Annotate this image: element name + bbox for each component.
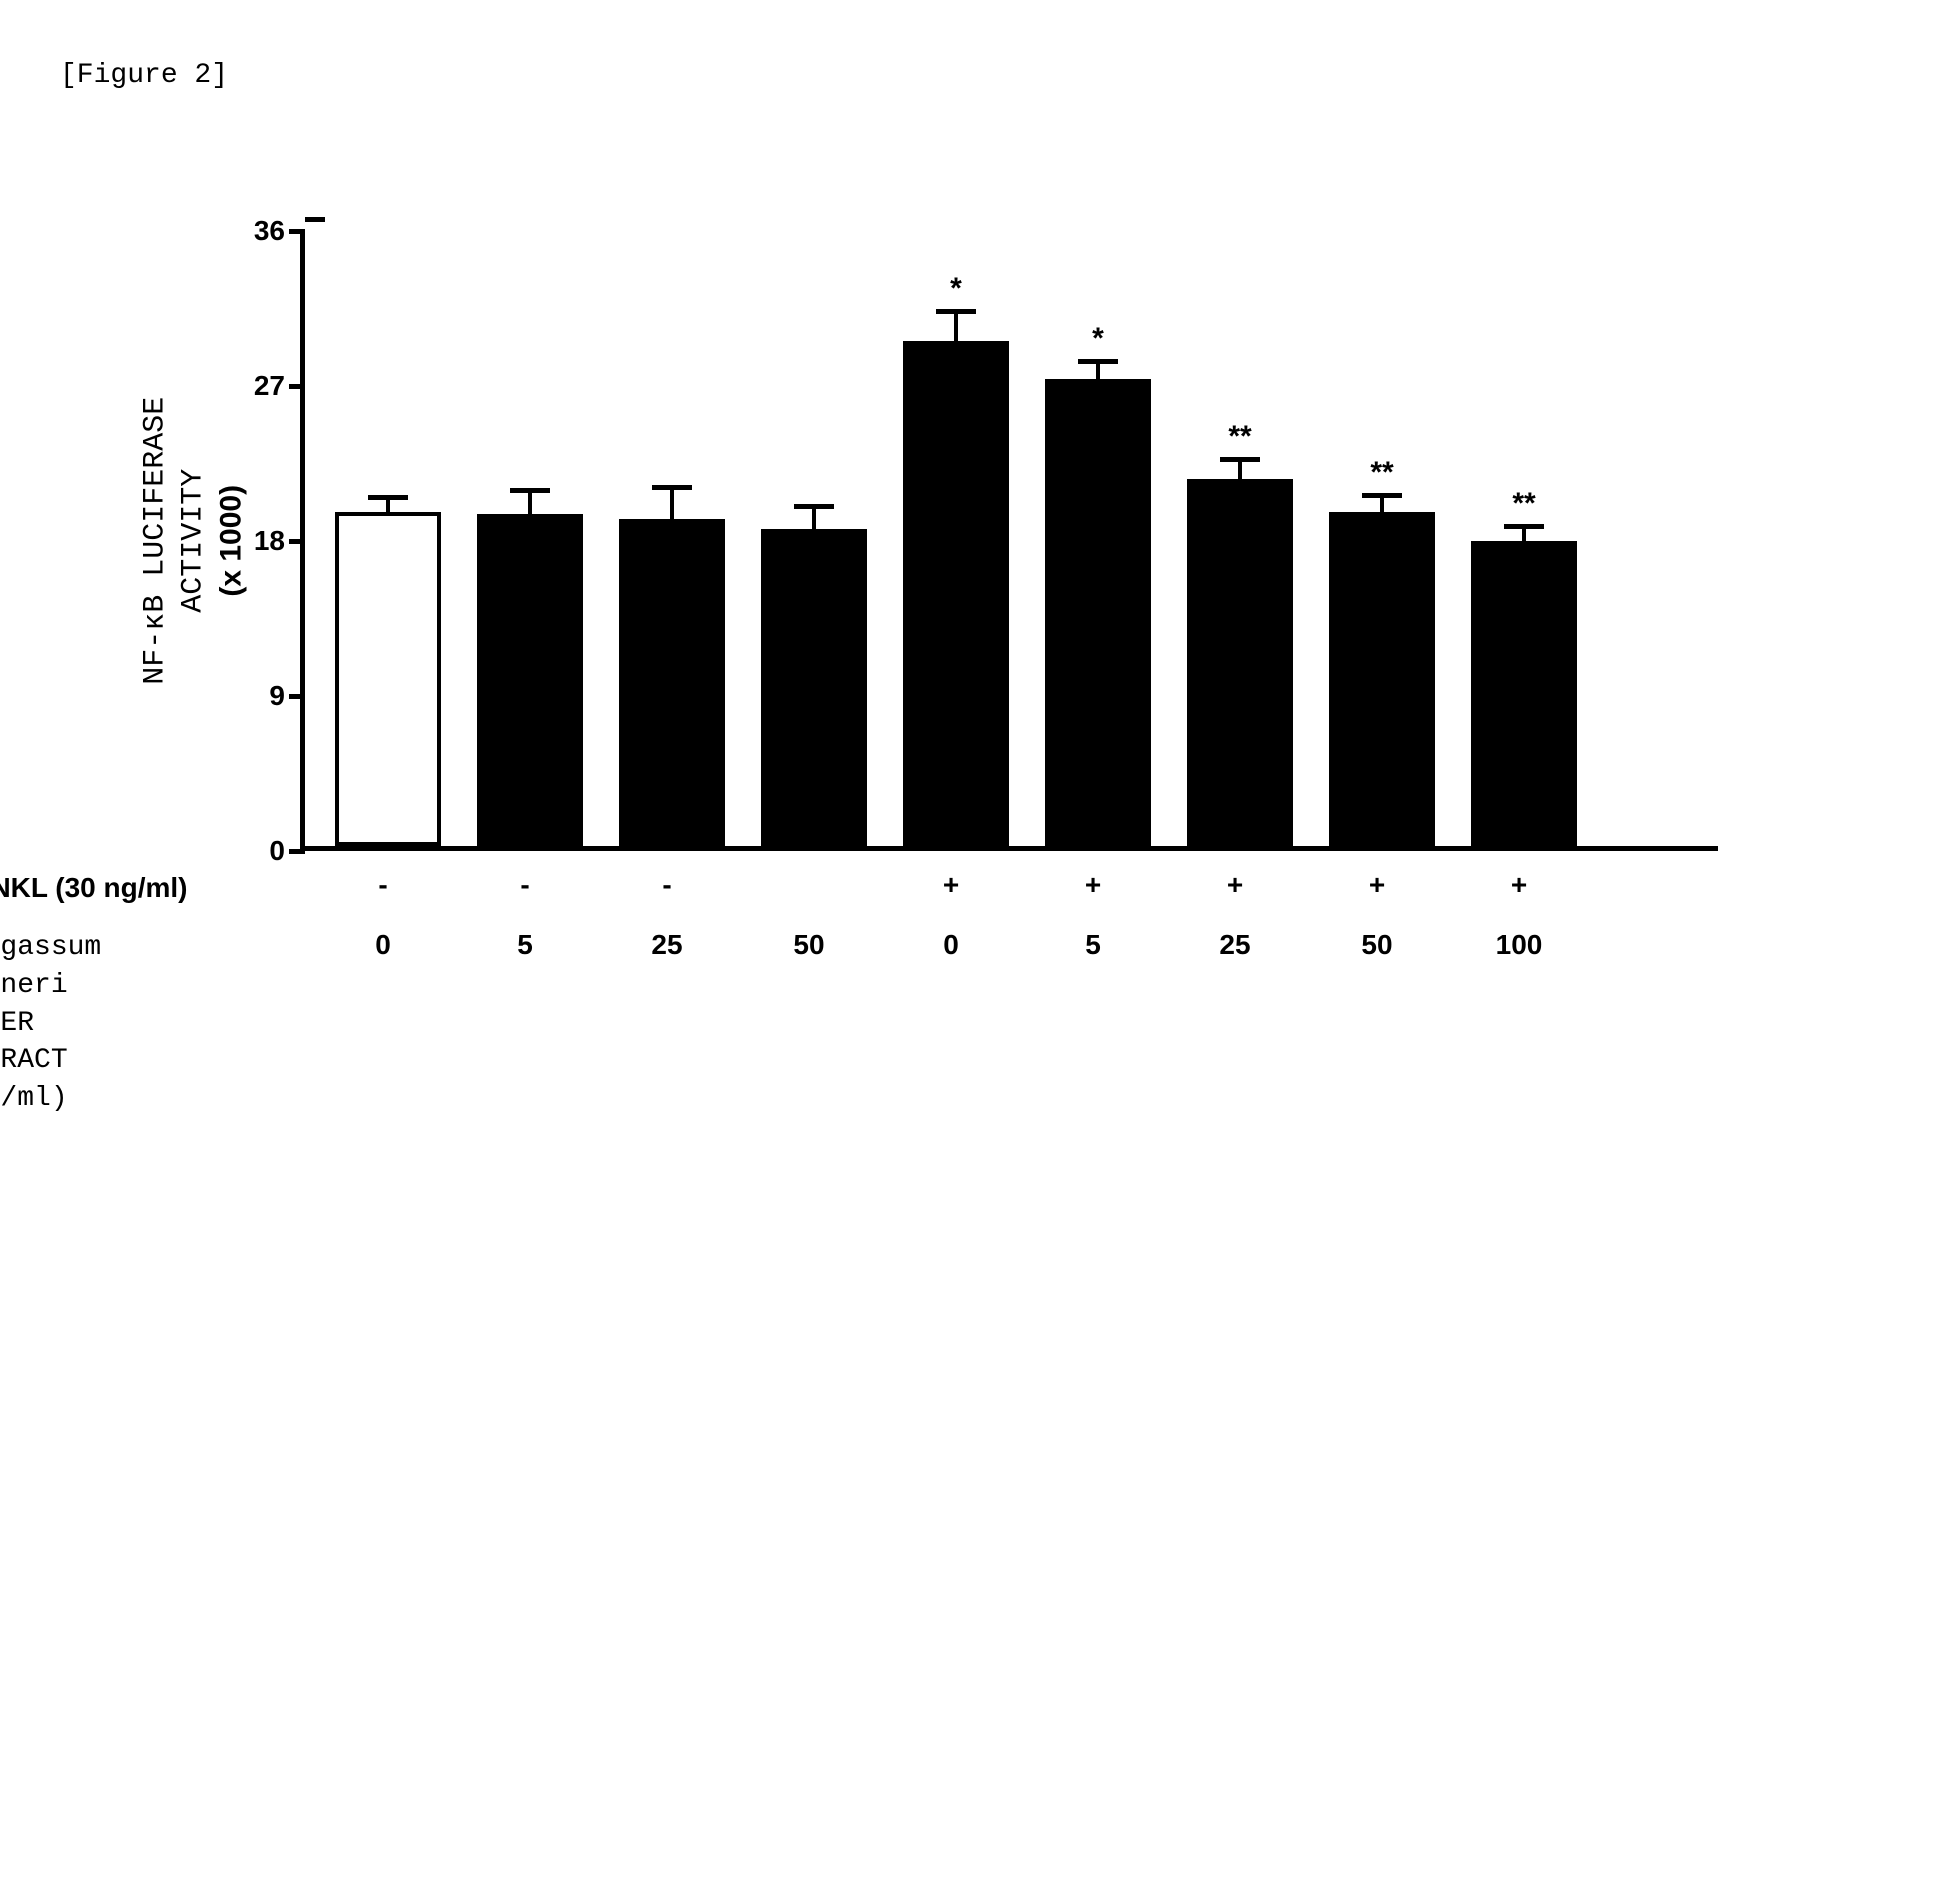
- bar-slot: [761, 231, 867, 846]
- bar: [1329, 512, 1435, 846]
- bar-slot: *: [1045, 231, 1151, 846]
- extract-title-line: WATER: [0, 1008, 34, 1039]
- x-cell: 50: [756, 929, 862, 961]
- bar-slot: **: [1471, 231, 1577, 846]
- significance-marker: **: [1370, 456, 1393, 490]
- bar: [335, 512, 441, 846]
- error-cap: [794, 504, 834, 509]
- extract-row-title: Sargassum horneri WATER EXTRACT (μg/ml): [0, 929, 101, 1118]
- error-bar: [954, 312, 958, 341]
- bars-container: ********: [305, 231, 1700, 846]
- bar-slot: **: [1187, 231, 1293, 846]
- significance-marker: *: [1092, 322, 1104, 356]
- extract-title-line: horneri: [0, 970, 68, 1001]
- error-cap: [368, 495, 408, 500]
- x-cell: 0: [330, 929, 436, 961]
- extract-row: Sargassum horneri WATER EXTRACT (μg/ml) …: [330, 929, 1700, 961]
- bar: [619, 519, 725, 846]
- y-tick: [289, 539, 305, 544]
- bar: [903, 341, 1009, 846]
- x-cell: +: [1466, 869, 1572, 901]
- x-axis-labels: RANKL (30 ng/ml) ---+++++ Sargassum horn…: [330, 869, 1700, 961]
- bar: [1187, 479, 1293, 846]
- error-bar: [812, 507, 816, 529]
- y-tick: [289, 849, 305, 854]
- x-cell: +: [898, 869, 1004, 901]
- bar-slot: [477, 231, 583, 846]
- bar-slot: [619, 231, 725, 846]
- error-cap: [1220, 457, 1260, 462]
- chart: NF-κB LUCIFERASE ACTIVITY (x 1000) *****…: [300, 231, 1700, 961]
- extract-title-line: Sargassum: [0, 932, 101, 963]
- bar: [477, 514, 583, 846]
- x-cell: 25: [1182, 929, 1288, 961]
- axis-cap-top: [305, 217, 325, 222]
- plot-area: ******** 09182736: [300, 231, 1700, 851]
- error-cap: [1362, 493, 1402, 498]
- error-bar: [1380, 496, 1384, 512]
- bar: [761, 529, 867, 846]
- error-bar: [670, 488, 674, 519]
- significance-marker: **: [1512, 487, 1535, 521]
- y-axis-title-line2: ACTIVITY: [176, 469, 210, 613]
- error-cap: [510, 488, 550, 493]
- y-tick: [289, 384, 305, 389]
- x-cell: +: [1040, 869, 1146, 901]
- rankl-row-title: RANKL (30 ng/ml): [0, 869, 188, 907]
- y-tick-label: 9: [235, 680, 285, 712]
- x-cell: +: [1182, 869, 1288, 901]
- y-axis-title-line1: NF-κB LUCIFERASE: [138, 397, 172, 685]
- x-cell: 50: [1324, 929, 1430, 961]
- extract-title-line: (μg/ml): [0, 1083, 68, 1114]
- error-bar: [1238, 460, 1242, 479]
- extract-title-line: EXTRACT: [0, 1045, 68, 1076]
- error-cap: [1504, 524, 1544, 529]
- x-cell: 0: [898, 929, 1004, 961]
- significance-marker: **: [1228, 420, 1251, 454]
- error-cap: [1078, 359, 1118, 364]
- x-cell: -: [472, 869, 578, 901]
- x-cell: 100: [1466, 929, 1572, 961]
- y-tick-label: 27: [235, 370, 285, 402]
- error-cap: [652, 485, 692, 490]
- error-bar: [528, 491, 532, 513]
- y-tick-label: 18: [235, 525, 285, 557]
- error-bar: [1096, 362, 1100, 379]
- significance-marker: *: [950, 272, 962, 306]
- x-cell: 5: [1040, 929, 1146, 961]
- x-cell: +: [1324, 869, 1430, 901]
- error-bar: [1522, 527, 1526, 541]
- y-tick-label: 0: [235, 835, 285, 867]
- x-cell: -: [330, 869, 436, 901]
- x-cell: [756, 869, 862, 901]
- error-bar: [386, 498, 390, 512]
- y-tick: [289, 229, 305, 234]
- bar-slot: **: [1329, 231, 1435, 846]
- y-tick: [289, 694, 305, 699]
- x-cell: -: [614, 869, 720, 901]
- x-cell: 5: [472, 929, 578, 961]
- bar: [1471, 541, 1577, 846]
- bar: [1045, 379, 1151, 846]
- bar-slot: *: [903, 231, 1009, 846]
- axis-cap-right: [1700, 846, 1718, 851]
- rankl-row: RANKL (30 ng/ml) ---+++++: [330, 869, 1700, 901]
- figure-label: [Figure 2]: [60, 60, 1889, 91]
- bar-slot: [335, 231, 441, 846]
- error-cap: [936, 309, 976, 314]
- x-cell: 25: [614, 929, 720, 961]
- y-tick-label: 36: [235, 215, 285, 247]
